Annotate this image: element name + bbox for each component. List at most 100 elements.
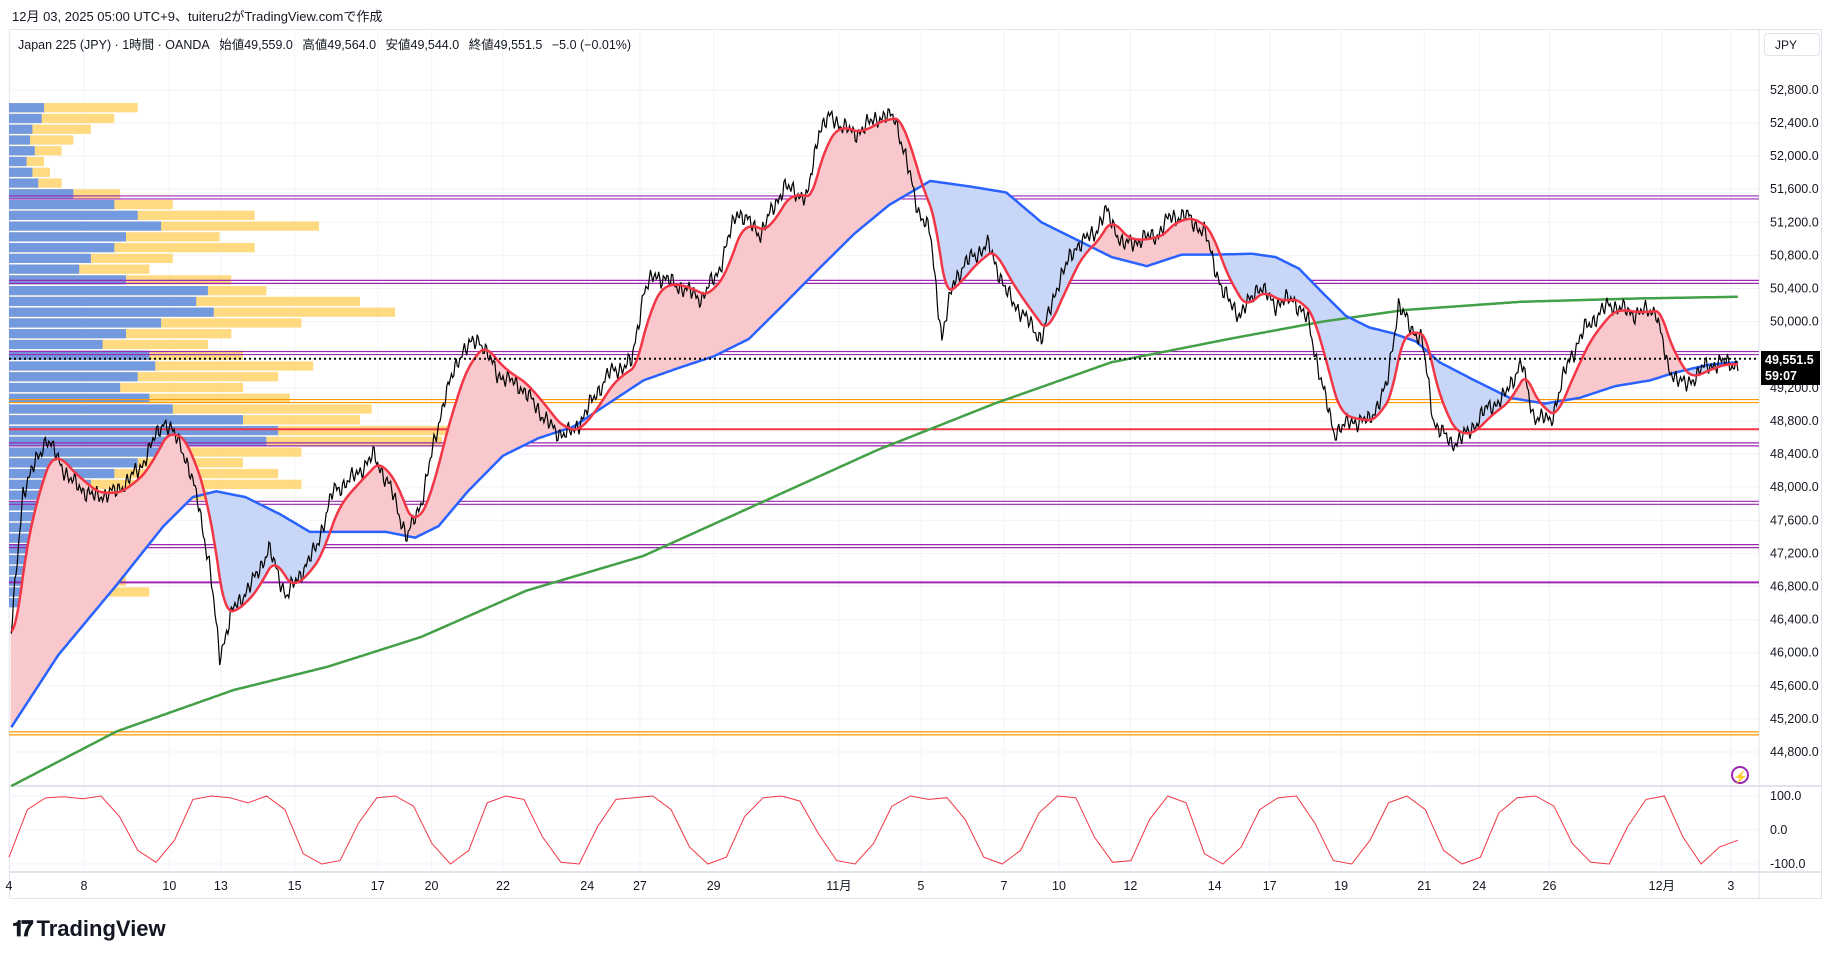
osc-tick-label: 0.0 [1770,823,1787,837]
time-tick-label: 24 [580,879,594,893]
volume-bar-buy [9,458,138,468]
ema-mid-line [10,179,1739,728]
volume-bar-buy [9,404,173,414]
volume-bar-sell [9,242,255,253]
volume-bar-sell [9,113,115,124]
price-axis: 52,800.0 52,400.0 52,000.0 51,600.0 51,200.0… [1770,83,1819,759]
volume-bar-buy [9,286,208,296]
time-tick-label: 10 [1052,879,1066,893]
volume-bar-buy [9,415,243,425]
volume-bar-buy [9,393,150,403]
currency-button[interactable]: JPY [1764,33,1820,56]
sma-long-line [10,295,1738,788]
volume-bar-buy [9,113,42,124]
time-tick-label: 27 [633,879,647,893]
volume-bar-buy [9,167,33,177]
lightning-icon[interactable]: ⚡ [1731,766,1749,784]
time-tick-label: 22 [496,879,510,893]
logo-text: TradingView [36,916,166,941]
price-tick-label: 45,200.0 [1770,712,1819,726]
price-tick-label: 48,000.0 [1770,480,1819,494]
volume-bar-buy [9,146,35,156]
time-tick-label: 12 [1123,879,1137,893]
volume-bar-buy [9,447,185,457]
volume-bar-sell [9,221,320,231]
volume-bar-buy [9,221,162,231]
price-tick-label: 52,400.0 [1770,116,1819,130]
volume-bar-sell [9,361,314,371]
price-tick-label: 52,000.0 [1770,149,1819,163]
volume-bar-sell [9,124,91,134]
high-value: 高値49,564.0 [302,38,377,52]
volume-bar-buy [9,242,115,253]
price-tick-label: 48,800.0 [1770,414,1819,428]
volume-bar-sell [9,146,62,156]
osc-tick-label: -100.0 [1770,857,1805,871]
volume-bar-buy [9,178,39,188]
volume-bar-buy [9,156,27,167]
price-tick-label: 48,400.0 [1770,447,1819,461]
oscillator-line [8,795,1739,865]
volume-bar-buy [9,135,31,145]
price-tick-label: 46,800.0 [1770,580,1819,594]
time-tick-label: 17 [1263,879,1277,893]
current-price-tag: 49,551.5 59:07 [1761,351,1820,385]
price-tick-label: 50,800.0 [1770,248,1819,262]
time-tick-label: 20 [425,879,439,893]
volume-bar-sell [9,135,74,145]
price-tick-label: 46,400.0 [1770,613,1819,627]
volume-bar-buy [9,372,138,382]
volume-bar-sell [9,103,138,113]
price-tick-label: 52,800.0 [1770,83,1819,97]
price-tick-label: 51,600.0 [1770,182,1819,196]
time-tick-label: 17 [371,879,385,893]
price-line [10,107,1739,666]
volume-bar-buy [9,307,214,317]
price-tick-label: 47,200.0 [1770,546,1819,560]
time-tick-label: 14 [1208,879,1222,893]
volume-bar-buy [9,339,103,350]
symbol-legend: Japan 225 (JPY) · 1時間 · OANDA 始値49,559.0… [18,34,637,53]
time-tick-label: 12月 [1649,879,1675,893]
chart-caption: 12月 03, 2025 05:00 UTC+9、tuiteru2がTradin… [12,9,383,24]
time-tick-label: 10 [162,879,176,893]
time-tick-label: 26 [1543,879,1557,893]
volume-bar-buy [9,232,126,242]
time-tick-label: 7 [1001,879,1008,893]
price-tick-label: 50,400.0 [1770,282,1819,296]
price-tick-label: 45,600.0 [1770,679,1819,693]
volume-bar-buy [9,264,80,274]
volume-bar-sell [9,404,372,414]
volume-bar-buy [9,210,138,220]
price-tick-label: 50,000.0 [1770,315,1819,329]
close-value: 終値49,551.5 [468,38,543,52]
current-price-label: 49,551.5 [1765,353,1814,367]
oscillator-pane: 100.0 0.0 -100.0 [8,789,1805,871]
ema-fast-line [10,117,1738,633]
time-axis: 4 8 10 13 15 17 20 22 24 27 29 11月 5 7 10 12 14 17 19 21 24 2… [6,879,1735,893]
price-tick-label: 47,600.0 [1770,513,1819,527]
symbol-info[interactable]: Japan 225 (JPY) · 1時間 · OANDA [18,38,210,52]
tradingview-logo[interactable]: 𝟏𝟕 TradingView [12,916,166,942]
osc-tick-label: 100.0 [1770,789,1801,803]
volume-bar-buy [9,361,156,371]
time-tick-label: 19 [1334,879,1348,893]
volume-bar-buy [9,382,121,393]
volume-bar-buy [9,103,45,113]
volume-bar-buy [9,124,33,134]
time-tick-label: 24 [1472,879,1486,893]
volume-bar-buy [9,189,74,199]
volume-bar-buy [9,199,115,210]
open-value: 始値49,559.0 [219,38,293,52]
time-tick-label: 8 [80,879,87,893]
volume-bar-buy [9,318,162,328]
volume-bar-buy [9,350,150,360]
volume-bar-sell [9,339,208,350]
time-tick-label: 5 [917,879,924,893]
change-value: −5.0 (−0.01%) [551,38,632,52]
price-tick-label: 44,800.0 [1770,745,1819,759]
volume-bar-sell [9,382,243,393]
time-tick-label: 4 [6,879,13,893]
volume-bar-buy [9,425,279,436]
